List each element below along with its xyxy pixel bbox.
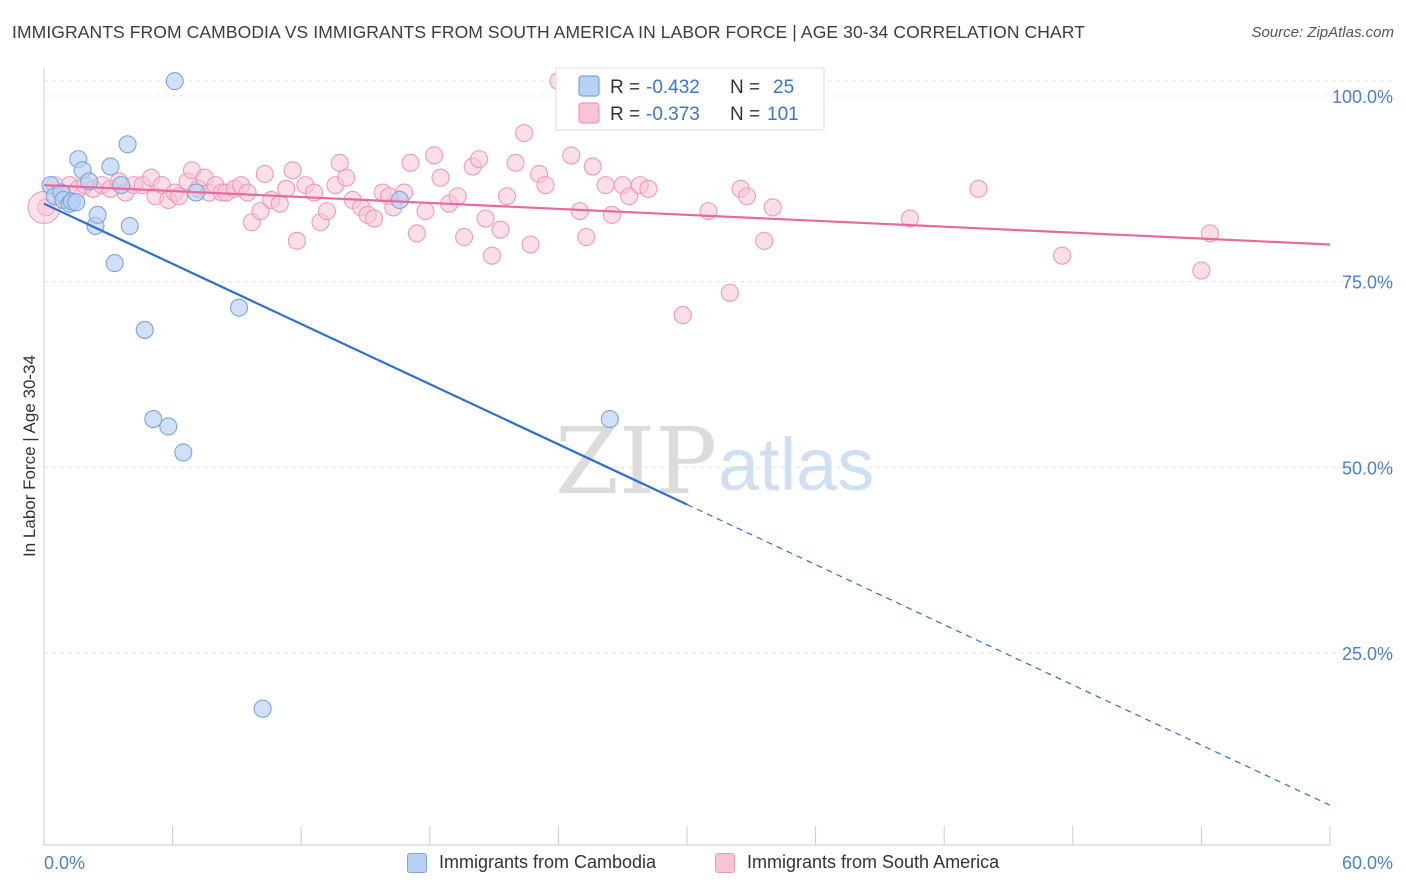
south-america-point — [401, 153, 420, 172]
tick-labels: 25.0% 50.0% 75.0% 100.0% 0.0% 60.0% — [44, 87, 1393, 873]
bottom-legend-cambodia: Immigrants from Cambodia — [407, 852, 656, 873]
bottom-legend-label-cambodia: Immigrants from Cambodia — [439, 852, 657, 872]
source-label: Source: ZipAtlas.com — [1251, 24, 1394, 41]
cambodia-point — [165, 72, 184, 91]
south-america-point — [755, 231, 774, 250]
cambodia-point — [112, 176, 131, 195]
cambodia-point — [600, 410, 619, 429]
cambodia-point — [159, 417, 178, 436]
south-america-point — [277, 179, 296, 198]
bottom-legend-label-south-america: Immigrants from South America — [747, 852, 1000, 872]
cambodia-point — [144, 410, 163, 429]
south-america-trend-line — [43, 184, 1331, 246]
south-america-point — [448, 187, 467, 206]
cambodia-point — [101, 157, 120, 176]
south-america-point — [639, 179, 658, 198]
south-america-point — [407, 224, 426, 243]
south-america-point — [283, 161, 302, 180]
legend-r-label-south-america: R = — [610, 104, 640, 125]
south-america-point — [238, 183, 257, 202]
south-america-point — [536, 176, 555, 195]
south-america-point — [562, 146, 581, 165]
cambodia-point — [229, 298, 249, 317]
south-america-point — [602, 205, 622, 224]
legend-n-label-south-america: N = — [730, 104, 760, 125]
watermark-zip: ZIP — [555, 408, 717, 515]
y-axis-title: In Labor Force | Age 30-34 — [20, 355, 39, 557]
south-america-point — [900, 209, 919, 228]
legend-swatch-south-america — [578, 102, 600, 124]
south-america-point — [1192, 261, 1211, 280]
south-america-point — [317, 202, 336, 221]
trend-lines — [43, 184, 1331, 806]
x-tick-label: 0.0% — [44, 853, 85, 873]
cambodia-trend-line — [43, 202, 688, 506]
correlation-legend: R = -0.432 N = 25 R = -0.373 N = 101 — [555, 67, 825, 131]
south-america-point — [251, 202, 270, 221]
bottom-legend-swatch-cambodia — [407, 852, 427, 873]
y-tick-label: 100.0% — [1332, 87, 1393, 107]
legend-r-value-cambodia: -0.432 — [646, 77, 700, 98]
watermark-atlas: atlas — [718, 423, 874, 506]
legend-r-label-cambodia: R = — [610, 77, 640, 98]
south-america-point — [482, 246, 502, 265]
bottom-legend-swatch-south-america — [715, 852, 735, 873]
south-america-point — [365, 209, 384, 228]
south-america-point — [577, 228, 596, 247]
legend-box-frame — [555, 67, 825, 131]
south-america-point — [497, 187, 517, 206]
y-tick-label: 50.0% — [1342, 458, 1393, 478]
south-america-point — [596, 176, 615, 195]
south-america-point — [583, 157, 602, 176]
legend-n-value-cambodia: 25 — [773, 77, 794, 98]
cambodia-point — [67, 193, 86, 212]
south-america-point — [255, 164, 274, 184]
legend-n-label-cambodia: N = — [730, 77, 760, 98]
cambodia-point — [118, 135, 137, 154]
south-america-point — [425, 146, 444, 165]
south-america-point — [763, 198, 782, 217]
cambodia-point — [135, 320, 154, 339]
cambodia-point — [88, 205, 107, 224]
south-america-point — [720, 283, 739, 302]
legend-swatch-cambodia — [578, 75, 600, 97]
cambodia-point — [174, 443, 193, 462]
south-america-point — [521, 235, 540, 254]
south-america-point — [431, 168, 450, 187]
south-america-point — [491, 220, 510, 239]
south-america-point — [620, 187, 639, 206]
cambodia-point — [105, 254, 124, 273]
cambodia-point — [120, 216, 139, 236]
y-tick-label: 25.0% — [1342, 644, 1393, 664]
cambodia-point — [253, 699, 272, 718]
south-america-point — [515, 124, 534, 143]
south-america-point — [455, 228, 474, 247]
south-america-point — [337, 168, 356, 187]
bottom-legend: Immigrants from Cambodia Immigrants from… — [0, 852, 1406, 878]
watermark: ZIP atlas — [555, 408, 874, 515]
x-tick-label: 60.0% — [1342, 853, 1393, 873]
south-america-point — [470, 150, 489, 169]
south-america-point — [673, 306, 692, 325]
south-america-point — [476, 209, 495, 228]
south-america-point — [506, 153, 525, 172]
south-america-point — [287, 231, 306, 250]
bottom-legend-south-america: Immigrants from South America — [715, 852, 999, 873]
legend-n-value-south-america: 101 — [767, 104, 799, 125]
grid-lines — [44, 80, 1393, 654]
legend-r-value-south-america: -0.373 — [646, 104, 700, 125]
cambodia-trend-extension — [686, 503, 1331, 806]
south-america-point — [969, 179, 988, 198]
south-america-point — [416, 202, 435, 221]
south-america-point — [1053, 246, 1072, 265]
south-america-point — [737, 187, 757, 206]
cambodia-point — [390, 190, 409, 210]
cambodia-point — [79, 172, 99, 191]
y-tick-label: 75.0% — [1342, 273, 1393, 293]
south-america-point — [1200, 224, 1220, 243]
chart-title: IMMIGRANTS FROM CAMBODIA VS IMMIGRANTS F… — [12, 22, 1085, 42]
